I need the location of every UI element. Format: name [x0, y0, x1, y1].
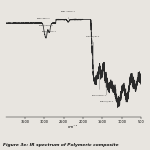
- X-axis label: cm⁻¹: cm⁻¹: [68, 125, 78, 129]
- Text: 1574.26cm-1: 1574.26cm-1: [92, 69, 107, 96]
- Text: 2381.76cm-1: 2381.76cm-1: [61, 11, 76, 19]
- Text: 1384.0(cm-1: 1384.0(cm-1: [100, 82, 114, 102]
- Text: 1733.8(cm-1: 1733.8(cm-1: [86, 35, 101, 72]
- Text: 2952.19cm-1: 2952.19cm-1: [39, 25, 54, 35]
- Text: Figure 3e: IR spectrum of Polymeric composite: Figure 3e: IR spectrum of Polymeric comp…: [3, 143, 119, 147]
- Text: 2862.80cm-1: 2862.80cm-1: [42, 31, 57, 32]
- Text: 3000.4buy.1: 3000.4buy.1: [37, 18, 51, 27]
